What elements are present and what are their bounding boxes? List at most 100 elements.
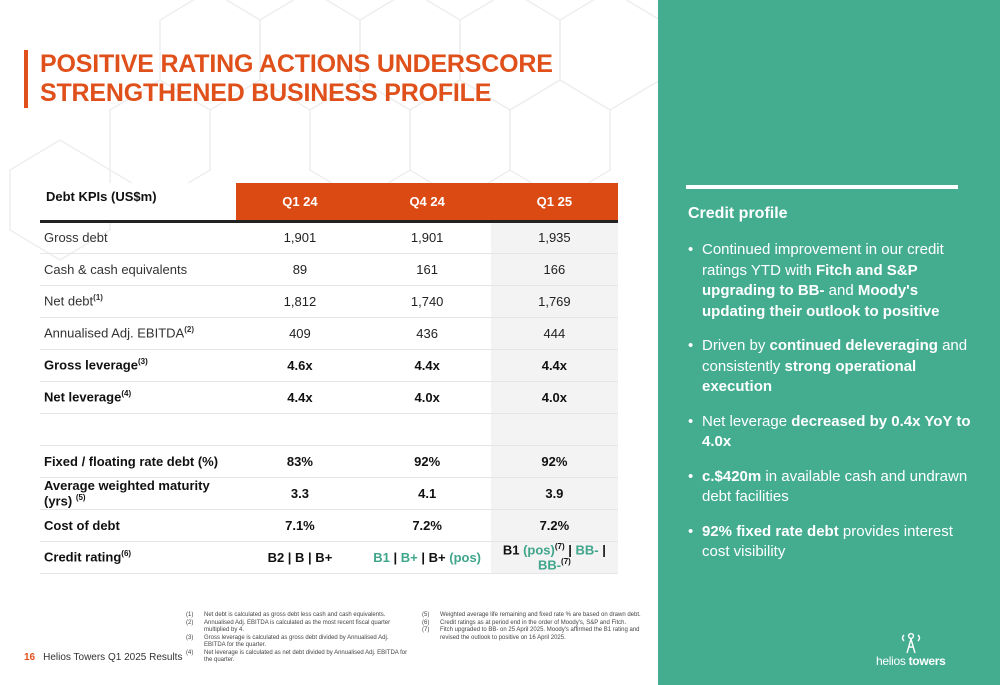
cell-value: 3.3 (236, 477, 364, 510)
table-heading: Debt KPIs (US$m) (40, 183, 237, 223)
table-row-cash: Cash & cash equivalents 89 161 166 (40, 253, 618, 286)
panel-divider (686, 185, 958, 189)
credit-profile-bullets: Continued improvement in our credit rati… (688, 240, 978, 577)
footnote: (7) Fitch upgraded to BB- on 25 April 202… (422, 627, 647, 642)
row-label: Gross leverage (44, 357, 138, 373)
title-line-1: POSITIVE RATING ACTIONS UNDERSCORE (40, 50, 553, 78)
footnote-ref: (6) (121, 549, 132, 559)
cell-value: 161 (363, 253, 491, 286)
row-label: Credit rating (44, 549, 122, 565)
footnote-number: (7) (422, 627, 430, 633)
column-header-q1-25: Q1 25 (490, 183, 618, 223)
cell-value: 3.9 (490, 477, 618, 510)
footnote-number: (2) (186, 619, 194, 626)
row-label-cell: Annualised Adj. EBITDA(2) (40, 317, 237, 350)
footnote-ref: (3) (137, 357, 148, 367)
title-line-2: STRENGTHENED BUSINESS PROFILE (40, 79, 492, 107)
row-label: Fixed / floating rate debt (%) (40, 445, 237, 478)
separator: | (564, 542, 576, 557)
page-title: POSITIVE RATING ACTIONS UNDERSCORE STREN… (40, 50, 553, 108)
footnote-number: (4) (186, 649, 194, 656)
separator: | (598, 542, 606, 557)
rating-sp: B+ (400, 549, 418, 565)
row-label-cell: Gross leverage(3) (40, 349, 237, 382)
table-row-fixed-floating: Fixed / floating rate debt (%) 83% 92% 9… (40, 445, 618, 478)
footnote-ref: (7) (554, 541, 565, 551)
column-header-q4-24: Q4 24 (363, 183, 491, 223)
rating-fitch-outlook: (pos) (445, 549, 482, 565)
footnote-text: Fitch upgraded to BB- on 25 April 2025. … (440, 627, 640, 641)
row-label-cell: Net leverage(4) (40, 381, 237, 414)
table-row-credit-rating: Credit rating(6) B2 | B | B+ B1 | B+ | B… (40, 541, 618, 574)
footnote-text: Weighted average life remaining and fixe… (440, 612, 641, 618)
cell-value: 4.4x (236, 381, 364, 414)
cell-value: 7.2% (490, 509, 618, 542)
footnote-number: (5) (422, 612, 430, 618)
table-spacer-row (40, 413, 618, 446)
rating-moodys: B1 (502, 542, 524, 557)
table-row-cost-of-debt: Cost of debt 7.1% 7.2% 7.2% (40, 509, 618, 542)
cell-value: 444 (490, 317, 618, 350)
rating-moodys-outlook: (pos) (523, 542, 555, 557)
title-block: POSITIVE RATING ACTIONS UNDERSCORE STREN… (24, 50, 553, 108)
document-title: Helios Towers Q1 2025 Results (43, 652, 183, 663)
row-label: Average weighted maturity (yrs) (44, 477, 210, 509)
bullet-ratings-improvement: Continued improvement in our credit rati… (688, 240, 978, 322)
row-label: Gross debt (40, 221, 237, 254)
cell-value: 83% (236, 445, 364, 478)
table-header-row: Debt KPIs (US$m) Q1 24 Q4 24 Q1 25 (40, 183, 618, 223)
bullet-fixed-rate: 92% fixed rate debt provides interest co… (688, 522, 978, 563)
cell-value: 4.0x (363, 381, 491, 414)
debt-kpi-table: Debt KPIs (US$m) Q1 24 Q4 24 Q1 25 Gross… (40, 183, 618, 574)
cell-value: 92% (490, 445, 618, 478)
helios-towers-logo: helios towers (876, 632, 946, 668)
footnote: (6) Credit ratings as at period end in th… (422, 620, 647, 628)
cell-value: 409 (236, 317, 364, 350)
credit-rating-q1-24: B2 | B | B+ (236, 541, 364, 574)
table-row-gross-debt: Gross debt 1,901 1,901 1,935 (40, 221, 618, 254)
cell-value: 4.1 (363, 477, 491, 510)
footnote-ref: (7) (561, 557, 571, 566)
row-label-cell: Net debt(1) (40, 285, 237, 318)
bullet-deleveraging: Driven by continued deleveraging and con… (688, 336, 978, 398)
footnotes-left: (1) Net debt is calculated as gross debt … (186, 612, 411, 665)
cell-value: 4.4x (363, 349, 491, 382)
footnote-ref: (2) (184, 325, 194, 335)
title-accent-bar (24, 50, 28, 108)
footnotes-right: (5) Weighted average life remaining and f… (422, 612, 647, 642)
row-label: Net debt (44, 293, 94, 309)
cell-value: 4.4x (490, 349, 618, 382)
footnote-number: (1) (186, 612, 194, 618)
footnote-text: Net debt is calculated as gross debt les… (204, 612, 386, 618)
footnote: (1) Net debt is calculated as gross debt … (186, 612, 411, 620)
footnote: (4) Net leverage is calculated as net deb… (186, 650, 411, 665)
cell-value: 1,812 (236, 285, 364, 318)
table-row-ebitda: Annualised Adj. EBITDA(2) 409 436 444 (40, 317, 618, 350)
rating-sp: BB- (575, 542, 599, 557)
rating-fitch: B+ (428, 549, 446, 565)
row-label: Annualised Adj. EBITDA (44, 325, 185, 341)
footnote-number: (6) (422, 619, 430, 626)
bullet-liquidity: c.$420m in available cash and undrawn de… (688, 467, 978, 508)
table-row-net-debt: Net debt(1) 1,812 1,740 1,769 (40, 285, 618, 318)
row-label-cell: Credit rating(6) (40, 541, 237, 574)
footnote-text: Net leverage is calculated as net debt d… (204, 649, 408, 664)
table-row-gross-leverage: Gross leverage(3) 4.6x 4.4x 4.4x (40, 349, 618, 382)
cell-value: 4.6x (236, 349, 364, 382)
cell-value: 1,935 (490, 221, 618, 254)
rating-fitch: BB- (537, 557, 562, 573)
cell-value: 436 (363, 317, 491, 350)
credit-rating-q1-25: B1 (pos)(7) | BB- | BB-(7) (490, 541, 618, 574)
footnote-ref: (5) (75, 492, 86, 502)
logo-wordmark: helios towers (876, 654, 946, 668)
cell-value: 1,901 (363, 221, 491, 254)
table-row-net-leverage: Net leverage(4) 4.4x 4.0x 4.0x (40, 381, 618, 414)
page-number: 16 (24, 652, 36, 663)
table-row-maturity: Average weighted maturity (yrs) (5) 3.3 … (40, 477, 618, 510)
separator: | (389, 549, 401, 565)
cell-value: 166 (490, 253, 618, 286)
footnote-ref: (1) (93, 293, 103, 303)
footnote-ref: (4) (121, 389, 132, 399)
column-header-q1-24: Q1 24 (236, 183, 364, 223)
cell-value: 89 (236, 253, 364, 286)
